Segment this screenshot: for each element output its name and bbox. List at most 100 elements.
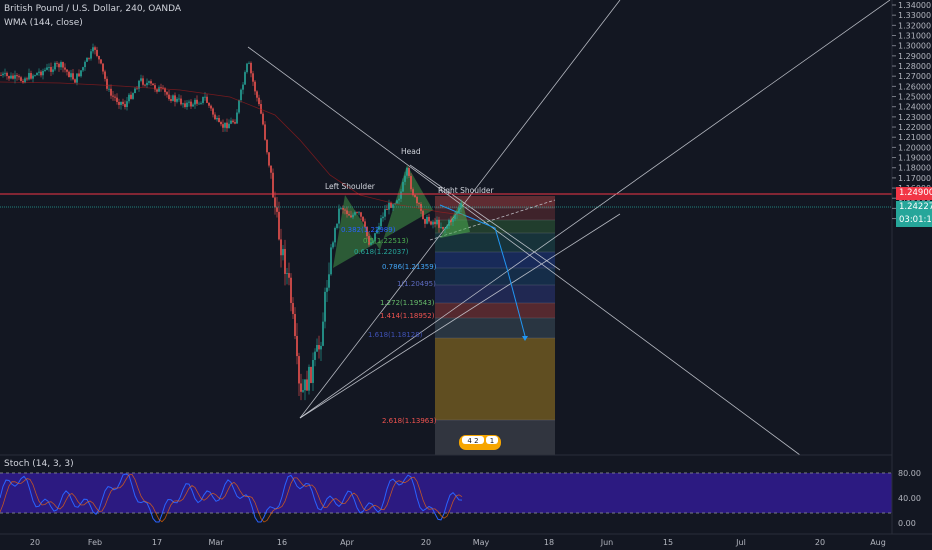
resistance-price-label: 1.24900 bbox=[896, 187, 932, 200]
wma-legend[interactable]: WMA (144, close) bbox=[4, 18, 83, 28]
candle-body bbox=[362, 216, 364, 222]
candle-body bbox=[348, 214, 350, 216]
candle-body bbox=[338, 208, 340, 224]
time-tick-label: Apr bbox=[340, 538, 355, 547]
candle-body bbox=[62, 62, 64, 68]
candle-body bbox=[314, 351, 316, 360]
candle-body bbox=[264, 124, 266, 140]
candle-body bbox=[20, 77, 22, 81]
candle-body bbox=[50, 67, 52, 72]
candle-body bbox=[58, 63, 60, 68]
time-tick-label: Jul bbox=[735, 538, 746, 547]
candle-body bbox=[294, 314, 296, 336]
candle-body bbox=[372, 241, 374, 243]
price-tick-label: 1.19000 bbox=[898, 154, 931, 163]
trend-line[interactable] bbox=[299, 0, 891, 419]
candle-body bbox=[292, 302, 294, 315]
candle-body bbox=[408, 168, 410, 176]
price-tick-label: 1.34000 bbox=[898, 1, 931, 10]
candle-body bbox=[114, 96, 116, 98]
trend-line[interactable] bbox=[247, 46, 801, 456]
candle-body bbox=[74, 79, 76, 83]
time-tick-label: 16 bbox=[277, 538, 287, 547]
candle-body bbox=[188, 101, 190, 103]
candle-body bbox=[284, 249, 286, 274]
time-tick-label: Jun bbox=[600, 538, 614, 547]
candle-body bbox=[308, 366, 310, 391]
candle-body bbox=[412, 189, 414, 196]
candle-body bbox=[428, 216, 430, 222]
candle-body bbox=[398, 198, 400, 201]
time-tick-label: 18 bbox=[544, 538, 554, 547]
candle-body bbox=[350, 215, 352, 218]
projection-path[interactable] bbox=[439, 204, 526, 337]
candle-body bbox=[204, 96, 206, 98]
candle-body bbox=[28, 73, 30, 80]
candle-body bbox=[432, 221, 434, 225]
candle-body bbox=[442, 227, 444, 229]
candle-body bbox=[220, 122, 222, 125]
candle-body bbox=[8, 76, 10, 79]
fib-level-label: 1.272(1.19543) bbox=[380, 299, 435, 307]
price-tick-label: 1.20000 bbox=[898, 143, 931, 152]
candle-body bbox=[140, 78, 142, 81]
candle-body bbox=[406, 168, 408, 176]
fib-level-label: 1.618(1.18128) bbox=[368, 331, 423, 339]
candle-body bbox=[92, 47, 94, 52]
candle-body bbox=[84, 61, 86, 68]
time-tick-label: Aug bbox=[870, 538, 886, 547]
fib-labels: 0.382(1.22989) 0.5(1.22513) 0.618(1.22037)… bbox=[341, 226, 437, 425]
candle-body bbox=[260, 104, 262, 114]
candle-body bbox=[258, 97, 260, 105]
badge-count-box bbox=[462, 436, 484, 444]
candle-body bbox=[452, 219, 454, 222]
fib-zone bbox=[435, 338, 555, 420]
candle-body bbox=[424, 218, 426, 224]
candle-body bbox=[88, 57, 90, 59]
event-badge[interactable]: 4 2 1 bbox=[459, 435, 501, 450]
candle-body bbox=[0, 75, 2, 76]
candle-body bbox=[364, 221, 366, 227]
candle-body bbox=[358, 212, 360, 214]
time-tick-label: Feb bbox=[88, 538, 102, 547]
candle-body bbox=[274, 197, 276, 208]
fib-zone bbox=[435, 196, 555, 208]
left-shoulder-label: Left Shoulder bbox=[325, 182, 376, 191]
candle-body bbox=[190, 101, 192, 107]
candle-body bbox=[336, 223, 338, 228]
trend-line[interactable] bbox=[299, 213, 621, 419]
trend-line[interactable] bbox=[409, 164, 561, 271]
candle-body bbox=[156, 89, 158, 92]
time-axis[interactable]: 20 Feb 17 Mar 16 Apr 20 May 18 Jun 15 Jul 20 Aug bbox=[0, 533, 932, 547]
time-tick-label: 17 bbox=[152, 538, 162, 547]
price-tick-label: 1.17000 bbox=[898, 174, 931, 183]
time-tick-label: 20 bbox=[421, 538, 431, 547]
candle-body bbox=[228, 123, 230, 129]
candle-body bbox=[374, 233, 376, 242]
candle-body bbox=[38, 71, 40, 73]
symbol-title[interactable]: British Pound / U.S. Dollar, 240, OANDA bbox=[4, 4, 182, 14]
fib-zone bbox=[435, 268, 555, 285]
candle-body bbox=[440, 227, 442, 228]
price-tick-label: 1.33000 bbox=[898, 11, 931, 20]
candle-body bbox=[170, 99, 172, 101]
candle-body bbox=[328, 274, 330, 288]
candle-body bbox=[316, 345, 318, 352]
candle-body bbox=[34, 75, 36, 77]
candle-body bbox=[268, 152, 270, 166]
candle-body bbox=[100, 59, 102, 64]
candle-body bbox=[270, 165, 272, 173]
candle-body bbox=[430, 221, 432, 225]
candle-body bbox=[176, 98, 178, 102]
price-tick-label: 1.31000 bbox=[898, 32, 931, 41]
candle-body bbox=[128, 94, 130, 102]
stoch-legend[interactable]: Stoch (14, 3, 3) bbox=[4, 459, 74, 469]
annotation-labels: Left Shoulder Head Right Shoulder bbox=[325, 147, 494, 195]
candle-body bbox=[230, 120, 232, 124]
candle-body bbox=[130, 94, 132, 99]
candle-body bbox=[148, 81, 150, 83]
